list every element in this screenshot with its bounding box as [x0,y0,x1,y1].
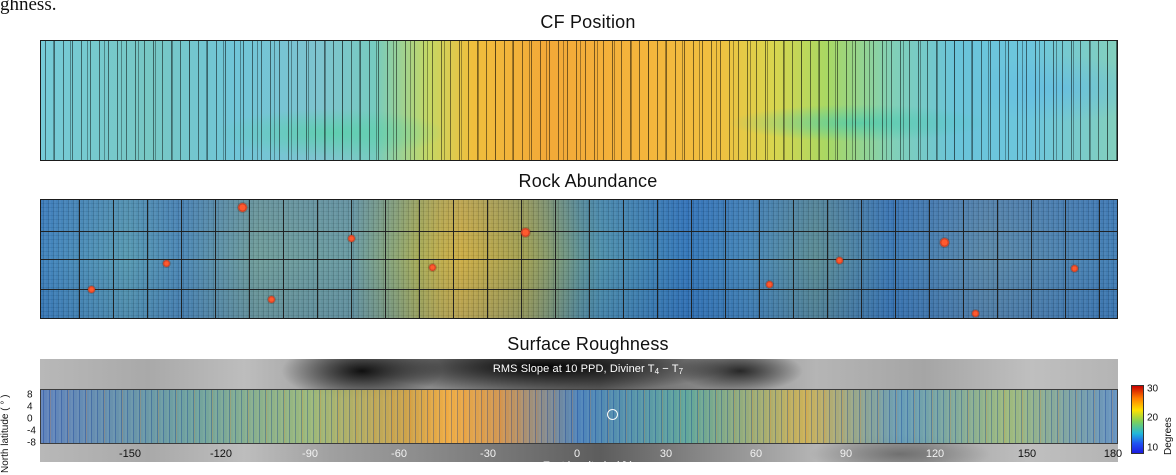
x-tick-label: -120 [209,448,233,460]
subtitle-prefix: RMS Slope at 10 PPD, Diviner [492,363,648,375]
x-tick-label: -90 [302,448,318,460]
x-tick-label: 30 [659,448,673,460]
y-tick-label: 0 [27,413,33,425]
rock-hotspot [1071,265,1078,272]
grid-line-horizontal [41,259,1117,260]
colorbar-title: Degrees [1163,417,1174,455]
x-tick-label: 180 [1103,448,1123,460]
rock-hotspot [429,264,436,271]
y-tick-label: -8 [27,437,36,449]
rock-hotspot [348,235,355,242]
surface-roughness-band [40,389,1118,444]
subtitle-t7: T [671,363,679,375]
x-tick-label: 60 [749,448,763,460]
x-tick-label: 0 [573,448,581,460]
highlight-circle [607,409,618,420]
rock-hotspot [88,286,95,293]
x-tick-label: -30 [480,448,496,460]
rock-hotspot [836,257,843,264]
grid-line-horizontal [41,231,1117,232]
surface-roughness-title: Surface Roughness [507,334,669,354]
subtitle-minus: − [659,363,672,375]
rock-hotspot [766,281,773,288]
x-axis-label: East longitude ( ° ) [542,460,634,472]
cf-position-stripes [41,41,1117,160]
x-tick-label: -60 [391,448,407,460]
x-tick-label: 150 [1017,448,1037,460]
colorbar-label-bottom: 10 [1147,442,1159,454]
y-tick-label: -4 [27,425,36,437]
rock-hotspot [940,238,949,247]
cf-position-title: CF Position [540,12,636,32]
x-tick-label: 120 [925,448,945,460]
surface-roughness-texture [41,390,1117,443]
surface-roughness-subtitle: RMS Slope at 10 PPD, Diviner T4 − T7 [0,363,1176,376]
x-tick-label: 90 [839,448,853,460]
rock-abundance-map [40,199,1118,319]
y-tick-label: 8 [27,389,33,401]
colorbar-label-top: 30 [1147,383,1159,395]
rock-abundance-title: Rock Abundance [518,171,658,191]
y-tick-label: 4 [27,401,33,413]
subtitle-t4: T [647,363,655,375]
rock-hotspot [238,203,247,212]
rock-hotspot [163,260,170,267]
intro-fragment-text: ghness. [0,0,57,15]
colorbar [1131,385,1144,454]
grid-line-horizontal [41,289,1117,290]
rock-hotspot [268,296,275,303]
subtitle-sub7: 7 [678,367,684,376]
colorbar-label-middle: 20 [1147,412,1159,424]
rock-hotspot [972,310,979,317]
cf-position-map [40,40,1118,161]
rock-hotspot [521,228,530,237]
subtitle-sub4: 4 [654,367,660,376]
x-tick-label: -150 [118,448,142,460]
